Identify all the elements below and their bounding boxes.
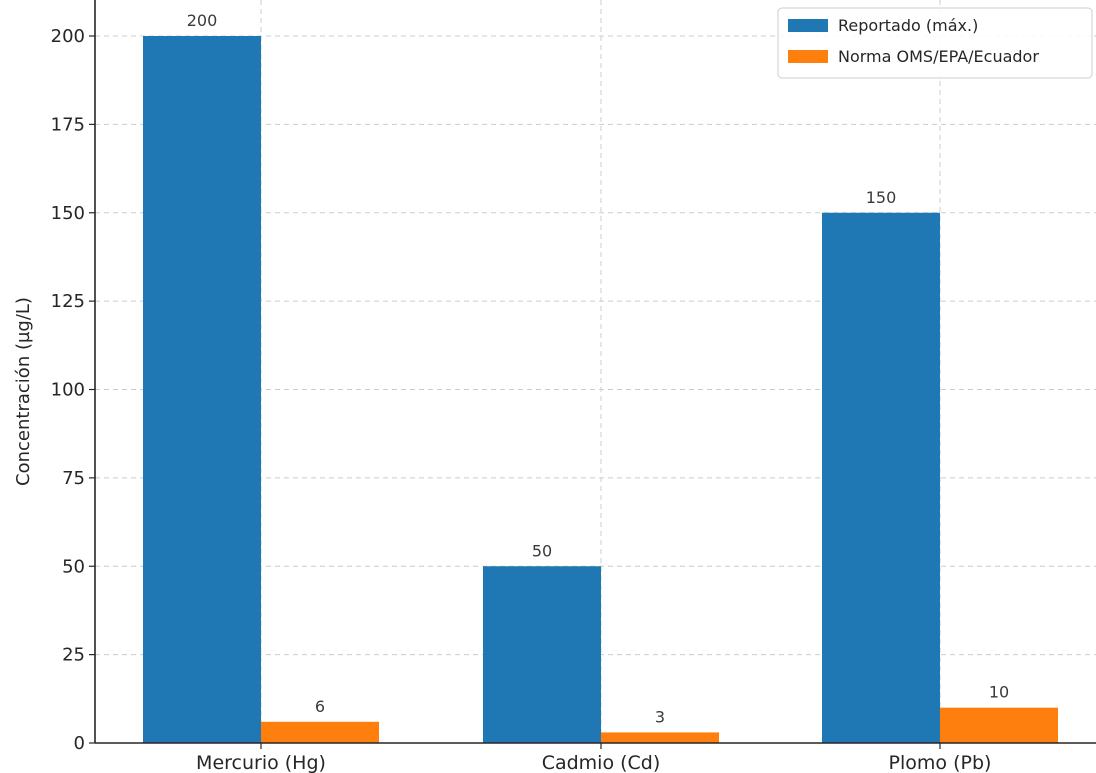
x-tick-label: Mercurio (Hg): [196, 752, 326, 773]
y-tick-label: 25: [62, 645, 85, 666]
y-tick-label: 75: [62, 468, 85, 489]
bar-reportado-2: [822, 212, 940, 743]
y-axis-label: Concentración (µg/L): [13, 297, 34, 486]
data-label: 150: [866, 188, 897, 207]
bar-norma-2: [940, 707, 1058, 743]
bars: [143, 36, 1058, 743]
legend-swatch: [788, 19, 828, 32]
y-tick-label: 0: [74, 733, 85, 754]
x-tick-label: Plomo (Pb): [889, 752, 992, 773]
bar-reportado-1: [483, 566, 601, 743]
data-labels: 200 6 50 3 150 10: [187, 11, 1009, 726]
data-label: 50: [532, 541, 552, 560]
legend-swatch: [788, 50, 828, 63]
data-label: 10: [989, 683, 1009, 702]
legend-label: Reportado (máx.): [838, 16, 978, 35]
y-tick-label: 50: [62, 556, 85, 577]
legend-box: [777, 7, 1093, 79]
axes: 0 25 50 75 100 125 150 175 200 Mercurio (Hg) Cadmi…: [51, 0, 1096, 773]
bar-reportado-0: [143, 36, 261, 743]
data-label: 3: [655, 707, 665, 726]
y-tick-label: 125: [51, 291, 85, 312]
y-tick-label: 100: [51, 380, 85, 401]
y-tick-label: 150: [51, 203, 85, 224]
legend-label: Norma OMS/EPA/Ecuador: [838, 47, 1039, 66]
data-label: 200: [187, 11, 218, 30]
data-label: 6: [315, 697, 325, 716]
y-tick-label: 200: [51, 26, 85, 47]
bar-norma-1: [601, 732, 719, 743]
x-tick-label: Cadmio (Cd): [542, 752, 661, 773]
legend: Reportado (máx.) Norma OMS/EPA/Ecuador: [777, 7, 1093, 79]
bar-norma-0: [261, 721, 379, 743]
y-tick-label: 175: [51, 114, 85, 135]
